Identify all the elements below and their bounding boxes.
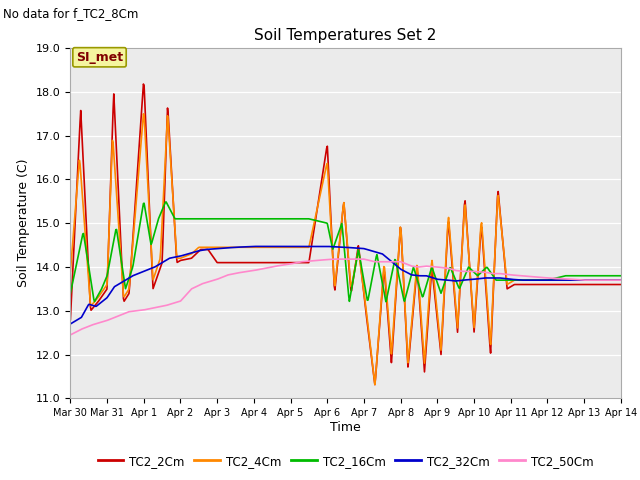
TC2_32Cm [401, 269, 409, 275]
TC2_2Cm [617, 282, 625, 288]
TC2_16Cm [485, 267, 493, 273]
Line: TC2_4Cm: TC2_4Cm [70, 114, 621, 384]
TC2_50Cm [387, 259, 395, 264]
TC2_16Cm [382, 299, 390, 305]
Text: SI_met: SI_met [76, 51, 123, 64]
X-axis label: Time: Time [330, 421, 361, 434]
TC2_32Cm [617, 277, 625, 283]
TC2_16Cm [163, 199, 170, 205]
TC2_2Cm [140, 81, 147, 87]
TC2_2Cm [419, 339, 426, 345]
TC2_2Cm [542, 282, 550, 288]
Title: Soil Temperatures Set 2: Soil Temperatures Set 2 [255, 28, 436, 43]
Line: TC2_50Cm: TC2_50Cm [70, 259, 621, 335]
TC2_4Cm [617, 277, 625, 283]
TC2_4Cm [371, 382, 379, 387]
TC2_32Cm [387, 258, 395, 264]
Y-axis label: Soil Temperature (C): Soil Temperature (C) [17, 159, 30, 288]
Text: No data for f_TC2_8Cm: No data for f_TC2_8Cm [3, 7, 139, 20]
TC2_32Cm [541, 277, 549, 283]
TC2_2Cm [100, 290, 108, 296]
TC2_2Cm [388, 360, 396, 365]
Line: TC2_16Cm: TC2_16Cm [70, 202, 621, 302]
TC2_32Cm [418, 273, 426, 278]
Line: TC2_32Cm: TC2_32Cm [70, 246, 621, 324]
Legend: TC2_2Cm, TC2_4Cm, TC2_16Cm, TC2_32Cm, TC2_50Cm: TC2_2Cm, TC2_4Cm, TC2_16Cm, TC2_32Cm, TC… [93, 450, 598, 472]
TC2_4Cm [100, 286, 108, 292]
TC2_50Cm [67, 332, 74, 338]
TC2_32Cm [100, 297, 108, 303]
TC2_50Cm [484, 270, 492, 276]
TC2_32Cm [250, 243, 258, 249]
TC2_2Cm [402, 324, 410, 329]
TC2_4Cm [419, 332, 426, 337]
TC2_2Cm [485, 333, 493, 339]
TC2_32Cm [67, 321, 74, 327]
TC2_16Cm [402, 293, 410, 299]
Line: TC2_2Cm: TC2_2Cm [70, 84, 621, 384]
TC2_16Cm [419, 294, 426, 300]
TC2_4Cm [485, 325, 493, 331]
TC2_16Cm [67, 290, 74, 296]
TC2_50Cm [418, 264, 426, 270]
TC2_32Cm [484, 275, 492, 281]
TC2_4Cm [542, 277, 550, 283]
TC2_50Cm [401, 261, 409, 266]
TC2_4Cm [140, 111, 147, 117]
TC2_16Cm [100, 280, 108, 286]
TC2_50Cm [100, 318, 108, 324]
TC2_4Cm [67, 268, 74, 274]
TC2_16Cm [542, 277, 550, 283]
TC2_16Cm [617, 273, 625, 278]
TC2_16Cm [388, 273, 396, 279]
TC2_2Cm [67, 317, 74, 323]
TC2_50Cm [617, 277, 625, 283]
TC2_50Cm [541, 275, 549, 281]
TC2_2Cm [371, 382, 379, 387]
TC2_50Cm [331, 256, 339, 262]
TC2_4Cm [402, 320, 410, 326]
TC2_4Cm [388, 351, 396, 357]
